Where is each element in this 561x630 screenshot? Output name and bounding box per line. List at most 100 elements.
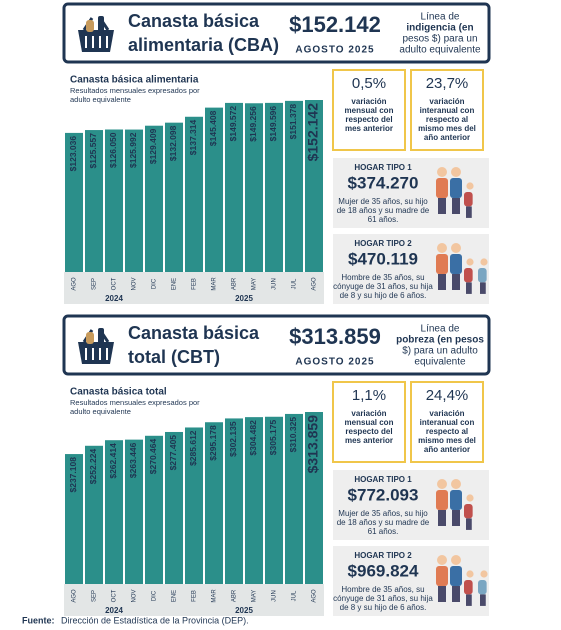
stat-label: variación — [429, 97, 464, 106]
x-tick-label: MAY — [252, 590, 258, 603]
footer-label: Fuente: — [22, 615, 55, 625]
person-head — [437, 479, 447, 489]
person-head — [466, 182, 474, 190]
value-label: $137.314 — [188, 119, 198, 155]
header-note: pesos $) para un — [402, 34, 477, 45]
household-box — [333, 234, 489, 304]
person-body — [478, 268, 487, 283]
value-label: $145.408 — [208, 110, 218, 146]
stat-box — [410, 69, 484, 151]
household-description: de 18 años y su madre de — [337, 518, 430, 527]
household-title: HOGAR TIPO 2 — [354, 239, 412, 248]
value-label: $149.596 — [268, 106, 278, 142]
household-title: HOGAR TIPO 1 — [354, 475, 412, 484]
stat-label: respecto al — [426, 427, 468, 436]
person-legs — [466, 206, 472, 218]
axis-band — [64, 584, 324, 616]
bar — [165, 431, 183, 584]
value-label: $277.405 — [168, 435, 178, 471]
person-body — [436, 566, 448, 586]
person-body — [436, 178, 448, 198]
x-tick-label: MAY — [252, 278, 258, 291]
bar — [105, 129, 123, 272]
bar — [85, 445, 103, 584]
bar — [185, 116, 203, 272]
header-amount: $152.142 — [289, 12, 381, 37]
bar — [125, 129, 143, 272]
stat-box — [332, 69, 406, 151]
bar — [225, 418, 243, 584]
header-note: adulto equivalente — [399, 45, 481, 56]
bar — [305, 412, 323, 584]
bottle — [98, 16, 104, 32]
bar — [245, 103, 263, 272]
x-tick-label: JUL — [292, 278, 298, 289]
value-label: $237.108 — [68, 457, 78, 493]
person-head — [480, 570, 488, 578]
household-box — [333, 546, 489, 616]
person-body — [450, 566, 462, 586]
value-label: $149.572 — [228, 106, 238, 142]
person-head — [451, 167, 461, 177]
person-head — [466, 494, 474, 502]
household-description: Mujer de 35 años, su hijo — [338, 509, 428, 518]
x-tick-label: JUN — [272, 278, 278, 290]
person-legs — [438, 586, 446, 602]
basket — [78, 342, 114, 364]
person-body — [464, 192, 473, 207]
person-head — [466, 258, 474, 266]
x-tick-label: NOV — [132, 589, 138, 602]
stat-label: interanual con — [420, 418, 475, 427]
value-label: $262.414 — [108, 443, 118, 479]
person-head — [451, 479, 461, 489]
chart-subtitle: adulto equivalente — [70, 407, 131, 416]
header-note: indigencia (en — [406, 23, 473, 34]
year-label: 2024 — [105, 606, 123, 615]
basket-icon — [78, 328, 114, 364]
value-label: $152.142 — [305, 103, 321, 162]
person-legs — [466, 518, 472, 530]
x-tick-label: OCT — [112, 277, 118, 290]
household-box — [333, 158, 489, 228]
stat-label: mismo mes del — [418, 124, 476, 133]
stat-label: respecto del — [345, 115, 392, 124]
x-tick-label: MAR — [212, 589, 218, 603]
person-body — [450, 254, 462, 274]
person-legs — [480, 594, 486, 606]
header-note: equivalente — [414, 357, 466, 368]
basket-icon — [78, 16, 114, 52]
person-legs — [452, 510, 460, 526]
x-tick-label: ABR — [232, 277, 238, 290]
household-amount: $470.119 — [348, 249, 418, 268]
stat-label: año anterior — [424, 445, 470, 454]
value-label: $302.135 — [228, 421, 238, 457]
value-label: $129.409 — [148, 128, 158, 164]
stat-value: 0,5% — [352, 75, 386, 92]
value-label: $295.178 — [208, 425, 218, 461]
value-label: $123.036 — [68, 136, 78, 172]
household-description: de 8 y su hijo de 6 años. — [340, 291, 427, 300]
x-tick-label: JUN — [272, 590, 278, 602]
bar — [265, 416, 283, 584]
x-tick-label: AGO — [72, 589, 78, 603]
x-tick-label: ENE — [172, 278, 178, 290]
stat-label: mes anterior — [345, 436, 393, 445]
value-label: $125.557 — [88, 133, 98, 169]
household-amount: $969.824 — [348, 561, 419, 580]
value-label: $305.175 — [268, 419, 278, 455]
x-tick-label: SEP — [92, 590, 98, 602]
x-tick-label: FEB — [192, 590, 198, 602]
person-head — [437, 555, 447, 565]
person-legs — [438, 274, 446, 290]
person-body — [464, 580, 473, 595]
header-date: AGOSTO 2025 — [295, 45, 374, 56]
header-note: $) para un adulto — [402, 346, 478, 357]
bar — [65, 132, 83, 272]
person-legs — [452, 274, 460, 290]
household-description: de 8 y su hijo de 6 años. — [340, 603, 427, 612]
person-head — [466, 570, 474, 578]
stat-label: interanual con — [420, 106, 475, 115]
stat-label: variación — [351, 409, 386, 418]
bar — [225, 102, 243, 272]
